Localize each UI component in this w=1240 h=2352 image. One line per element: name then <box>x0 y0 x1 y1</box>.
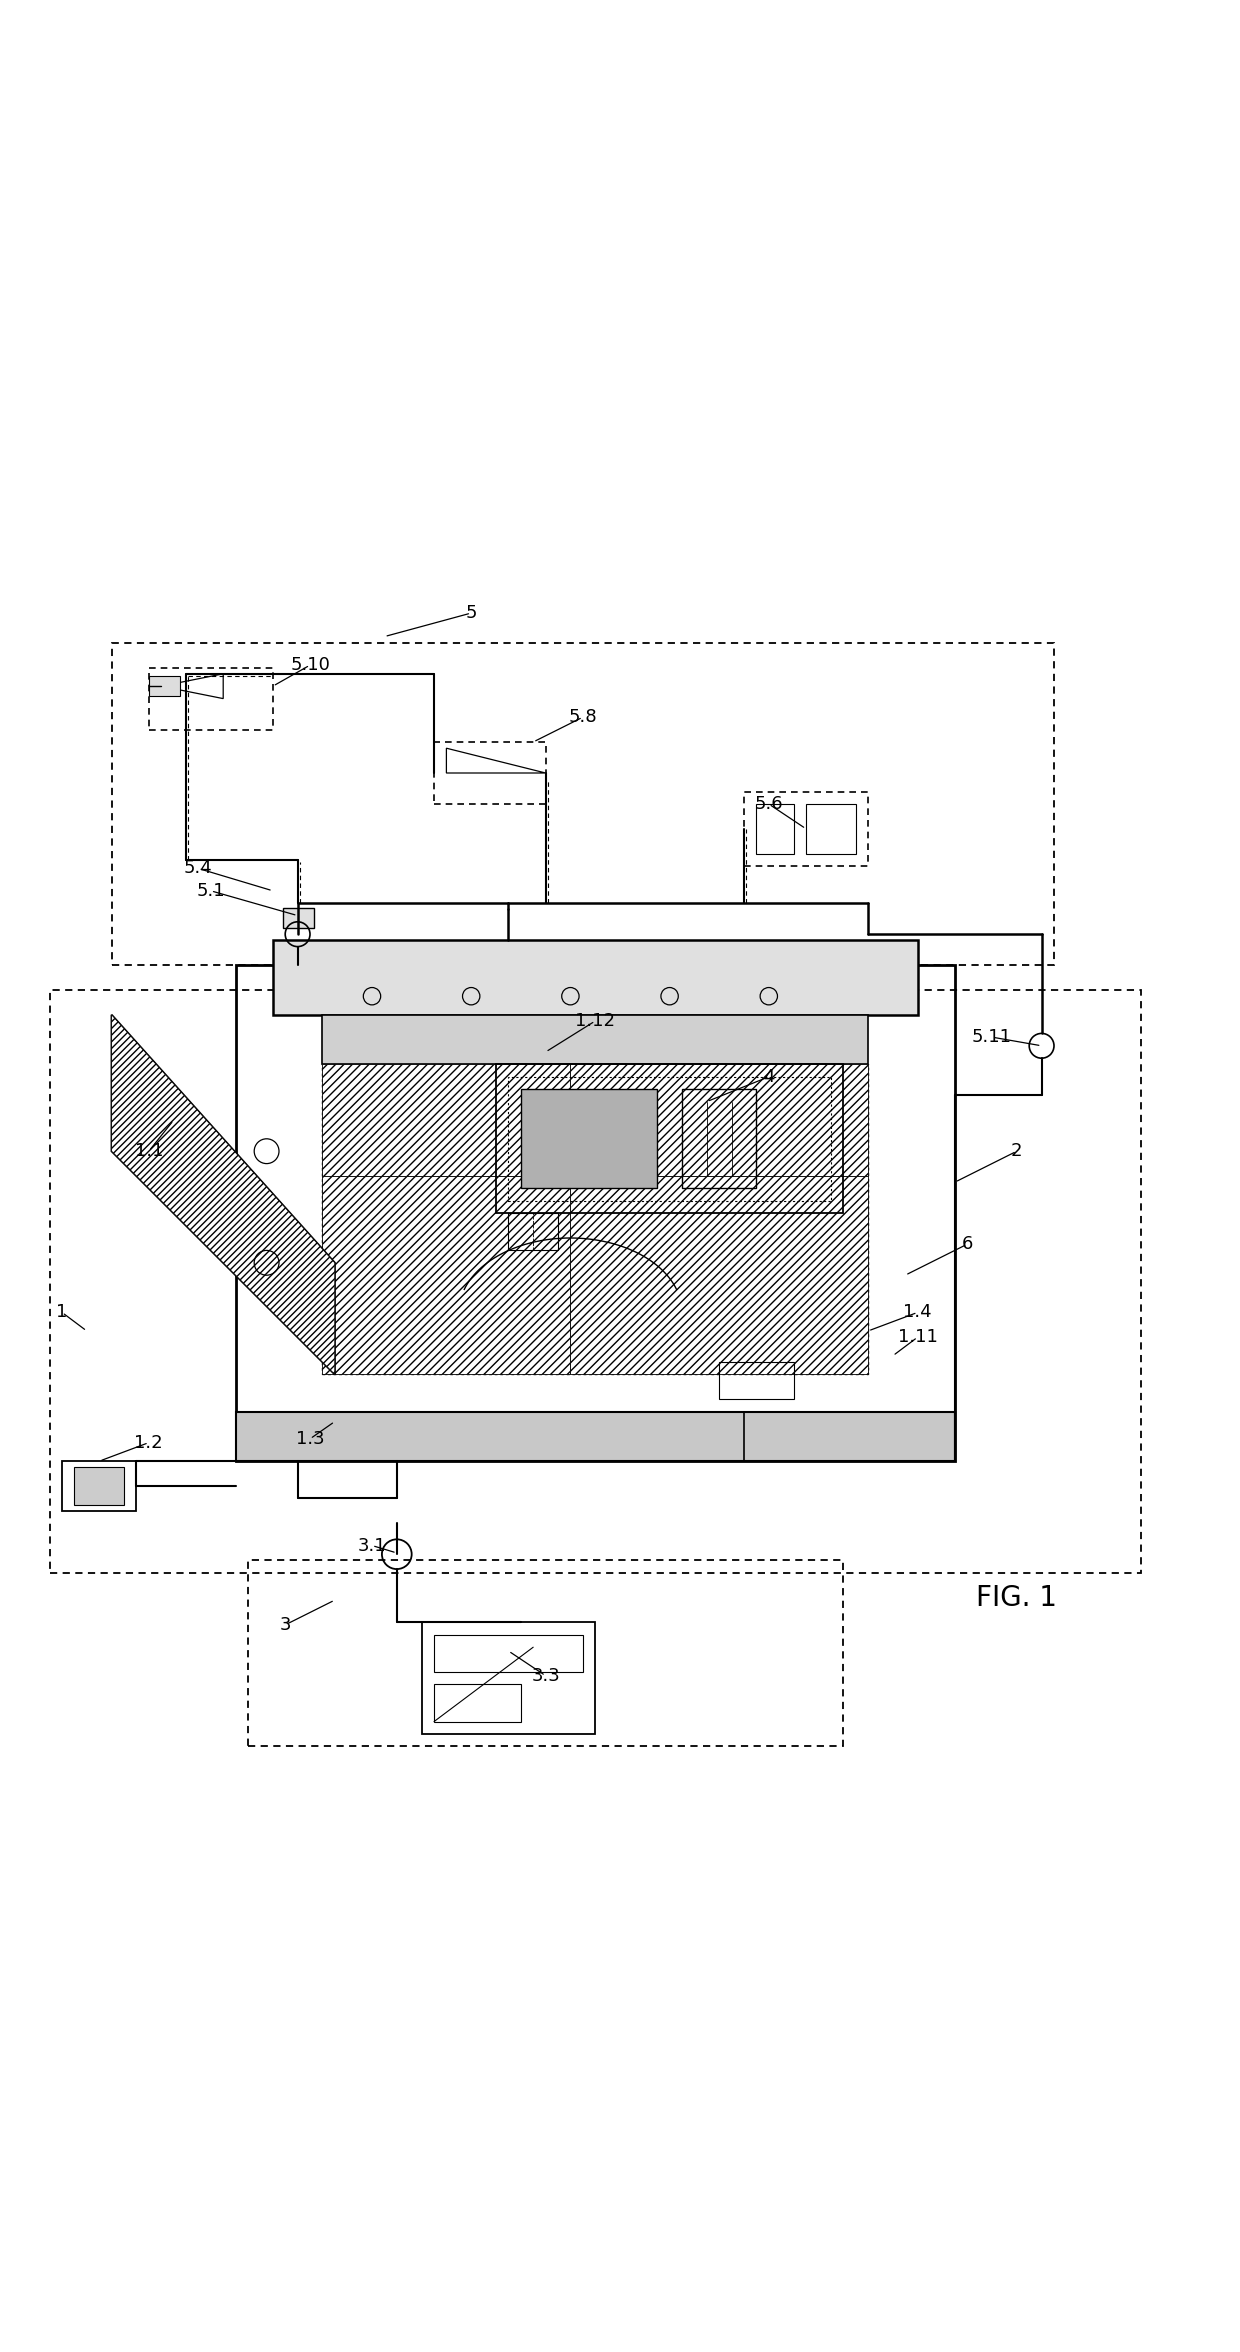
Text: 5.1: 5.1 <box>196 882 226 901</box>
Bar <box>112 642 1054 964</box>
Bar <box>273 941 918 1014</box>
Text: 1.2: 1.2 <box>134 1435 164 1451</box>
Text: 5.4: 5.4 <box>184 858 213 877</box>
Bar <box>744 793 868 866</box>
Polygon shape <box>446 748 546 774</box>
Bar <box>322 1065 570 1176</box>
Bar <box>756 804 794 854</box>
Text: 5.11: 5.11 <box>972 1028 1012 1047</box>
Text: 2: 2 <box>1011 1143 1023 1160</box>
Bar <box>719 1362 794 1399</box>
Text: FIG. 1: FIG. 1 <box>976 1583 1058 1611</box>
Bar <box>806 804 856 854</box>
Text: 3: 3 <box>279 1616 291 1635</box>
Text: 1.12: 1.12 <box>575 1011 615 1030</box>
Bar <box>508 1077 831 1202</box>
Text: 4: 4 <box>763 1068 775 1087</box>
Text: 5.10: 5.10 <box>290 656 330 675</box>
Text: 1.11: 1.11 <box>898 1329 937 1345</box>
Bar <box>434 1684 521 1722</box>
Bar <box>682 1089 756 1188</box>
Bar <box>236 1411 955 1461</box>
Bar <box>422 1623 595 1733</box>
Bar <box>236 964 955 1461</box>
Text: 5: 5 <box>465 604 477 621</box>
Polygon shape <box>112 1014 335 1374</box>
Text: 3.1: 3.1 <box>357 1536 387 1555</box>
Bar <box>322 1065 868 1374</box>
Bar <box>508 1214 558 1251</box>
Bar <box>149 668 273 729</box>
Bar <box>50 990 1141 1573</box>
Bar <box>322 1176 570 1374</box>
Bar <box>322 1014 868 1065</box>
Text: 6: 6 <box>961 1235 973 1254</box>
Bar <box>248 1559 843 1748</box>
Bar <box>283 908 314 929</box>
Bar <box>521 1089 657 1188</box>
Bar <box>570 1176 868 1374</box>
Text: 1.3: 1.3 <box>295 1430 325 1449</box>
Bar <box>62 1461 136 1510</box>
Bar <box>434 1635 583 1672</box>
Text: 5.8: 5.8 <box>568 708 598 727</box>
Bar <box>434 741 546 804</box>
Bar <box>74 1468 124 1505</box>
Text: 5.6: 5.6 <box>754 795 784 814</box>
Bar <box>570 1065 868 1176</box>
Text: 3.3: 3.3 <box>531 1668 560 1684</box>
Polygon shape <box>112 1014 335 1374</box>
Polygon shape <box>161 673 223 699</box>
Bar <box>496 1065 843 1214</box>
Text: 1.1: 1.1 <box>135 1143 162 1160</box>
Text: 1: 1 <box>56 1303 68 1322</box>
Bar <box>149 677 180 696</box>
Text: 1.4: 1.4 <box>903 1303 932 1322</box>
